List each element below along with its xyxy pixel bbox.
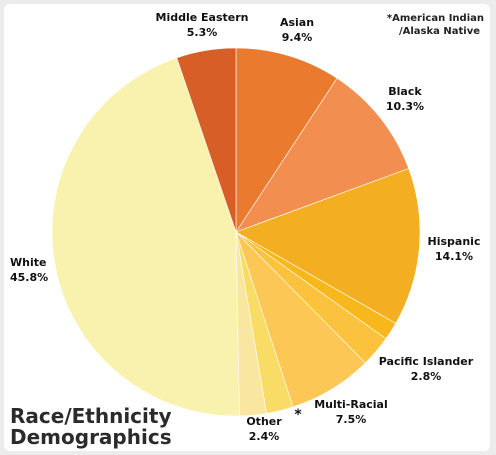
label-other-name: Other [246,415,282,428]
label-white-value: 45.8% [10,271,48,284]
label-other-value: 2.4% [249,430,280,443]
label-asian-name: Asian [280,16,314,29]
label-pacific-islander-value: 2.8% [411,370,442,383]
label-black-value: 10.3% [386,100,424,113]
slice-hispanic [235,168,421,324]
label-asian-value: 9.4% [282,31,313,44]
label-multi-racial-name: Multi-Racial [314,398,388,411]
label-hispanic-value: 14.1% [435,250,473,263]
slice-middle-eastern [176,47,237,233]
label-pacific-islander-name: Pacific Islander [379,355,474,368]
label-multi-racial-value: 7.5% [336,413,367,426]
label-hispanic-name: Hispanic [428,235,481,248]
footnote-marker: * [294,407,302,423]
slice-labels: Asian 9.4% Black 10.3% Hispanic 14.1% Pacific … [10,11,480,443]
label-middle-eastern-name: Middle Eastern [156,11,249,24]
label-black-name: Black [388,85,422,98]
chart-title-line-1: Race/Ethnicity [10,404,171,428]
pie-slices [51,47,421,417]
slice-white [51,57,240,417]
label-middle-eastern-value: 5.3% [187,26,218,39]
slice-black [235,77,410,233]
slice-asian [235,47,338,234]
chart-title-line-2: Demographics [10,425,172,449]
footnote-line-1: *American Indian [387,13,484,24]
label-white-name: White [10,256,46,269]
footnote-line-2: /Alaska Native [399,26,480,37]
